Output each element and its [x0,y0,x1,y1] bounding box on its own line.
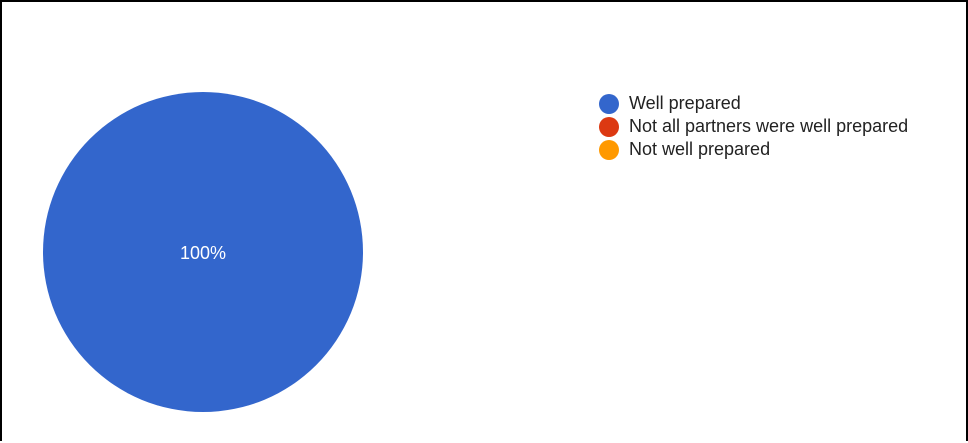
legend-item-well-prepared[interactable]: Well prepared [599,92,908,115]
legend-label-not-all-partners: Not all partners were well prepared [629,116,909,136]
legend-label-well-prepared: Well prepared [629,93,741,113]
legend-swatch-not-all-partners [599,117,619,137]
legend-swatch-well-prepared [599,94,619,114]
pie-slice-well-prepared[interactable] [43,92,363,412]
legend-swatch-not-well-prepared [599,140,619,160]
pie-data-label: 100% [180,243,226,263]
legend-item-not-well-prepared[interactable]: Not well prepared [599,138,908,161]
legend-label-not-well-prepared: Not well prepared [629,139,771,159]
legend: Well prepared Not all partners were well… [599,92,908,161]
legend-item-not-all-partners[interactable]: Not all partners were well prepared [599,115,908,138]
